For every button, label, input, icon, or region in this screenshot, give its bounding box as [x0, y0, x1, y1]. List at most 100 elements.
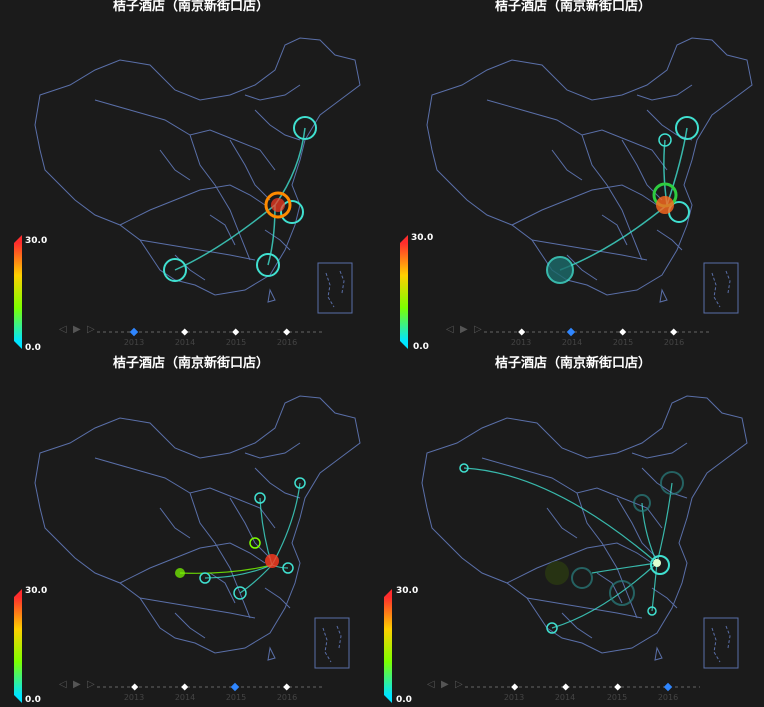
timeline-year[interactable]: 2014 — [174, 338, 196, 347]
timeline-year[interactable]: 2016 — [276, 338, 298, 347]
flow-line — [174, 204, 276, 271]
timeline[interactable]: ◁ ▶ ▷ 2013 2014 2015 2016 — [57, 679, 327, 707]
timeline-point-active[interactable] — [230, 682, 240, 692]
timeline-point[interactable] — [518, 328, 526, 336]
legend-min-label: 0.0 — [396, 695, 412, 705]
play-button[interactable]: ▶ — [441, 679, 449, 690]
map-panel-2015: 桔子酒店（南京新街口店） 30.0 0.0 ◁ ▶ ▷ — [0, 353, 382, 707]
timeline-point[interactable] — [283, 683, 291, 691]
legend-max-label: 30.0 — [25, 586, 48, 596]
next-button[interactable]: ▷ — [87, 324, 95, 335]
china-map[interactable] — [382, 353, 764, 707]
city-marker[interactable] — [660, 471, 684, 495]
timeline-year[interactable]: 2013 — [123, 693, 145, 702]
city-marker[interactable] — [647, 606, 657, 616]
city-marker[interactable] — [609, 580, 635, 606]
timeline-track[interactable] — [97, 326, 327, 338]
timeline-point[interactable] — [181, 328, 189, 336]
city-marker[interactable] — [675, 116, 699, 140]
timeline-year[interactable]: 2016 — [276, 693, 298, 702]
city-marker[interactable] — [546, 256, 574, 284]
color-legend — [400, 235, 408, 349]
timeline-year[interactable]: 2014 — [561, 338, 583, 347]
timeline-year[interactable]: 2015 — [606, 693, 628, 702]
timeline-track[interactable] — [465, 681, 705, 693]
timeline-point[interactable] — [670, 328, 678, 336]
play-button[interactable]: ▶ — [73, 679, 81, 690]
legend-max-label: 30.0 — [396, 586, 419, 596]
panel-title: 桔子酒店（南京新街口店） — [494, 356, 651, 371]
china-map[interactable] — [0, 0, 382, 353]
city-marker[interactable] — [294, 477, 306, 489]
panel-title: 桔子酒店（南京新街口店） — [112, 0, 269, 14]
flow-line — [239, 564, 273, 594]
timeline-point[interactable] — [232, 328, 240, 336]
hotel-core — [656, 196, 674, 214]
timeline-track[interactable] — [97, 681, 327, 693]
timeline-year[interactable]: 2015 — [612, 338, 634, 347]
timeline-year[interactable]: 2013 — [503, 693, 525, 702]
timeline-year[interactable]: 2013 — [123, 338, 145, 347]
city-marker[interactable] — [658, 133, 672, 147]
flow-line — [663, 139, 668, 206]
flow-line — [666, 127, 688, 206]
flow-line — [274, 127, 306, 206]
next-button[interactable]: ▷ — [87, 679, 95, 690]
legend-max-label: 30.0 — [411, 233, 434, 243]
timeline[interactable]: ◁ ▶ ▷ 2013 2014 2015 2016 — [444, 324, 714, 353]
timeline-year[interactable]: 2014 — [174, 693, 196, 702]
play-button[interactable]: ▶ — [73, 324, 81, 335]
city-marker[interactable] — [254, 492, 266, 504]
city-marker[interactable] — [280, 200, 304, 224]
city-marker[interactable] — [293, 116, 317, 140]
timeline-point[interactable] — [619, 328, 627, 336]
city-marker[interactable] — [633, 494, 651, 512]
timeline[interactable]: ◁ ▶ ▷ 2013 2014 2015 2016 — [425, 679, 700, 707]
timeline-point-active[interactable] — [566, 327, 576, 337]
timeline-year[interactable]: 2015 — [225, 693, 247, 702]
timeline-point[interactable] — [614, 683, 622, 691]
legend-min-label: 0.0 — [25, 695, 41, 705]
city-marker[interactable] — [233, 586, 247, 600]
timeline-track[interactable] — [484, 326, 714, 338]
flow-line — [204, 564, 273, 579]
city-marker[interactable] — [249, 537, 261, 549]
timeline-point[interactable] — [181, 683, 189, 691]
city-marker[interactable] — [163, 258, 187, 282]
china-map[interactable] — [382, 0, 764, 353]
hotel-marker[interactable] — [264, 191, 292, 219]
hotel-marker[interactable] — [650, 555, 670, 575]
city-marker[interactable] — [459, 463, 469, 473]
timeline[interactable]: ◁ ▶ ▷ 2013 2014 2015 2016 — [57, 324, 327, 353]
city-marker[interactable] — [256, 253, 280, 277]
timeline-year[interactable]: 2016 — [663, 338, 685, 347]
next-button[interactable]: ▷ — [455, 679, 463, 690]
timeline-point[interactable] — [562, 683, 570, 691]
timeline-point-active[interactable] — [663, 682, 673, 692]
next-button[interactable]: ▷ — [474, 324, 482, 335]
prev-button[interactable]: ◁ — [446, 324, 454, 335]
timeline-point[interactable] — [131, 683, 139, 691]
city-marker[interactable] — [282, 562, 294, 574]
play-button[interactable]: ▶ — [460, 324, 468, 335]
city-marker[interactable] — [199, 572, 211, 584]
timeline-year[interactable]: 2014 — [554, 693, 576, 702]
city-marker[interactable] — [175, 568, 185, 578]
timeline-point[interactable] — [511, 683, 519, 691]
city-marker[interactable] — [571, 567, 593, 589]
flow-line — [179, 564, 273, 574]
china-map[interactable] — [0, 353, 382, 707]
flow-line — [656, 482, 673, 564]
timeline-year[interactable]: 2016 — [657, 693, 679, 702]
color-legend — [14, 589, 22, 703]
hotel-marker[interactable] — [265, 554, 279, 568]
timeline-year[interactable]: 2015 — [225, 338, 247, 347]
timeline-year[interactable]: 2013 — [510, 338, 532, 347]
prev-button[interactable]: ◁ — [59, 679, 67, 690]
city-marker[interactable] — [545, 561, 569, 585]
timeline-point[interactable] — [283, 328, 291, 336]
prev-button[interactable]: ◁ — [59, 324, 67, 335]
city-marker[interactable] — [546, 622, 558, 634]
timeline-point-active[interactable] — [129, 327, 139, 337]
prev-button[interactable]: ◁ — [427, 679, 435, 690]
